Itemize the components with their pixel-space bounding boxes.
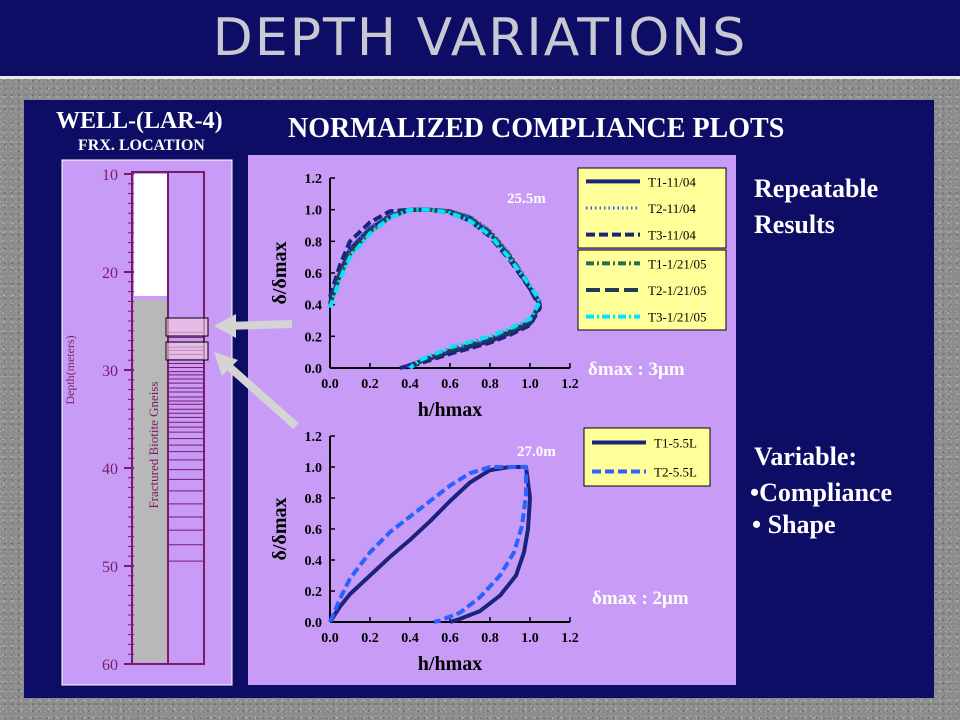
x-tick-label: 0.4 — [401, 631, 419, 646]
note-compliance: •Compliance — [750, 478, 892, 507]
arrow-to-27-0m-shaft — [223, 361, 299, 429]
fracture-zone-25-5m — [165, 317, 209, 337]
series-line-2 — [328, 208, 542, 370]
x-tick-label: 0.2 — [361, 631, 379, 646]
y-tick-label: 0.4 — [305, 299, 323, 314]
legend-label: T2-11/04 — [648, 201, 696, 216]
depth-axis-label: Depth(meters) — [63, 335, 77, 404]
x-tick-label: 1.0 — [521, 631, 539, 646]
y-tick-label: 0.4 — [305, 554, 323, 569]
note-results: Results — [754, 210, 835, 239]
chart-27-0m: 0.0 0.2 0.4 0.6 0.8 1.0 1.2 0.0 0.2 0.4 0.6 0.8 1.0 1… — [269, 427, 711, 675]
x-axis-label: h/hmax — [418, 653, 482, 675]
open-borehole-section — [134, 174, 168, 296]
series-line-6 — [328, 207, 542, 370]
depth-axis: 10 20 30 40 50 60 — [102, 167, 134, 674]
well-title: WELL-(LAR-4) — [56, 108, 223, 134]
depth-tick-label: 10 — [102, 167, 118, 184]
x-tick-label: 0.4 — [401, 377, 419, 392]
series-line-1 — [328, 465, 532, 624]
x-tick-label: 1.0 — [521, 377, 539, 392]
y-tick-label: 0.2 — [305, 585, 323, 600]
arrow-to-27-0m-head — [214, 352, 238, 376]
fracture-lines — [169, 331, 203, 562]
x-tick-label: 1.2 — [561, 631, 579, 646]
y-tick-label: 1.2 — [305, 430, 323, 445]
page-title: DEPTH VARIATIONS — [212, 8, 748, 68]
x-tick-label: 0.2 — [361, 377, 379, 392]
well-log-frame — [61, 159, 233, 686]
series-line-2 — [328, 465, 528, 624]
legend-label: T2-1/21/05 — [648, 283, 707, 298]
well-subtitle: FRX. LOCATION — [78, 137, 205, 154]
depth-tick-label: 40 — [102, 461, 118, 478]
depth-tick-label: 60 — [102, 657, 118, 674]
depth-tick-label: 50 — [102, 559, 118, 576]
y-axis-label: δ/δmax — [269, 498, 291, 561]
x-tick-label: 0.0 — [321, 631, 339, 646]
x-axis-label: h/hmax — [418, 399, 482, 421]
y-tick-label: 1.0 — [305, 461, 323, 476]
y-tick-label: 0.0 — [305, 362, 323, 377]
legend-label: T1-1/21/05 — [648, 256, 707, 271]
arrow-to-25-5m-head — [214, 314, 236, 338]
series-line-3 — [328, 207, 542, 370]
series-line-4 — [328, 207, 542, 370]
legend-label: T1-11/04 — [648, 174, 696, 189]
y-axis-label: δ/δmax — [269, 242, 291, 305]
x-tick-label: 0.6 — [441, 631, 459, 646]
title-bar: DEPTH VARIATIONS — [0, 0, 960, 79]
depth-tag: 27.0m — [517, 444, 556, 460]
note-repeatable: Repeatable — [754, 174, 879, 203]
legend-label: T2-5.5L — [654, 465, 697, 480]
delta-max-label: δmax : 2μm — [592, 588, 689, 609]
series-line-1 — [328, 207, 542, 370]
x-tick-label: 1.2 — [561, 377, 579, 392]
y-tick-label: 0.0 — [305, 616, 323, 631]
depth-tick-label: 20 — [102, 265, 118, 282]
x-tick-label: 0.0 — [321, 377, 339, 392]
note-variable: Variable: — [754, 442, 858, 471]
fracture-zone-27-0m — [165, 341, 209, 361]
legend-label: T3-1/21/05 — [648, 310, 707, 325]
x-tick-label: 0.6 — [441, 377, 459, 392]
rock-label: Fractured Biotite Gneiss — [146, 381, 161, 508]
depth-tag: 25.5m — [507, 191, 546, 207]
y-tick-label: 0.2 — [305, 330, 323, 345]
series-line-5 — [328, 207, 542, 370]
x-tick-label: 0.8 — [481, 631, 499, 646]
y-tick-label: 0.6 — [305, 523, 323, 538]
y-tick-label: 1.2 — [305, 172, 323, 187]
legend-box — [583, 427, 711, 487]
y-tick-label: 0.8 — [305, 235, 323, 250]
delta-max-label: δmax : 3μm — [588, 359, 685, 380]
legend-label: T3-11/04 — [648, 228, 696, 243]
note-shape: • Shape — [752, 510, 836, 539]
main-title: NORMALIZED COMPLIANCE PLOTS — [288, 113, 785, 144]
legend-label: T1-5.5L — [654, 436, 697, 451]
arrow-to-25-5m-shaft — [225, 320, 293, 330]
depth-tick-label: 30 — [102, 363, 118, 380]
biotite-gneiss-section — [134, 300, 168, 662]
chart-25-5m: 0.0 0.2 0.4 0.6 0.8 1.0 1.2 0.0 0.2 0.4 0.6 0.8 1.0 1… — [269, 167, 727, 421]
y-tick-label: 0.8 — [305, 492, 323, 507]
x-tick-label: 0.8 — [481, 377, 499, 392]
y-tick-label: 1.0 — [305, 204, 323, 219]
y-tick-label: 0.6 — [305, 267, 323, 282]
